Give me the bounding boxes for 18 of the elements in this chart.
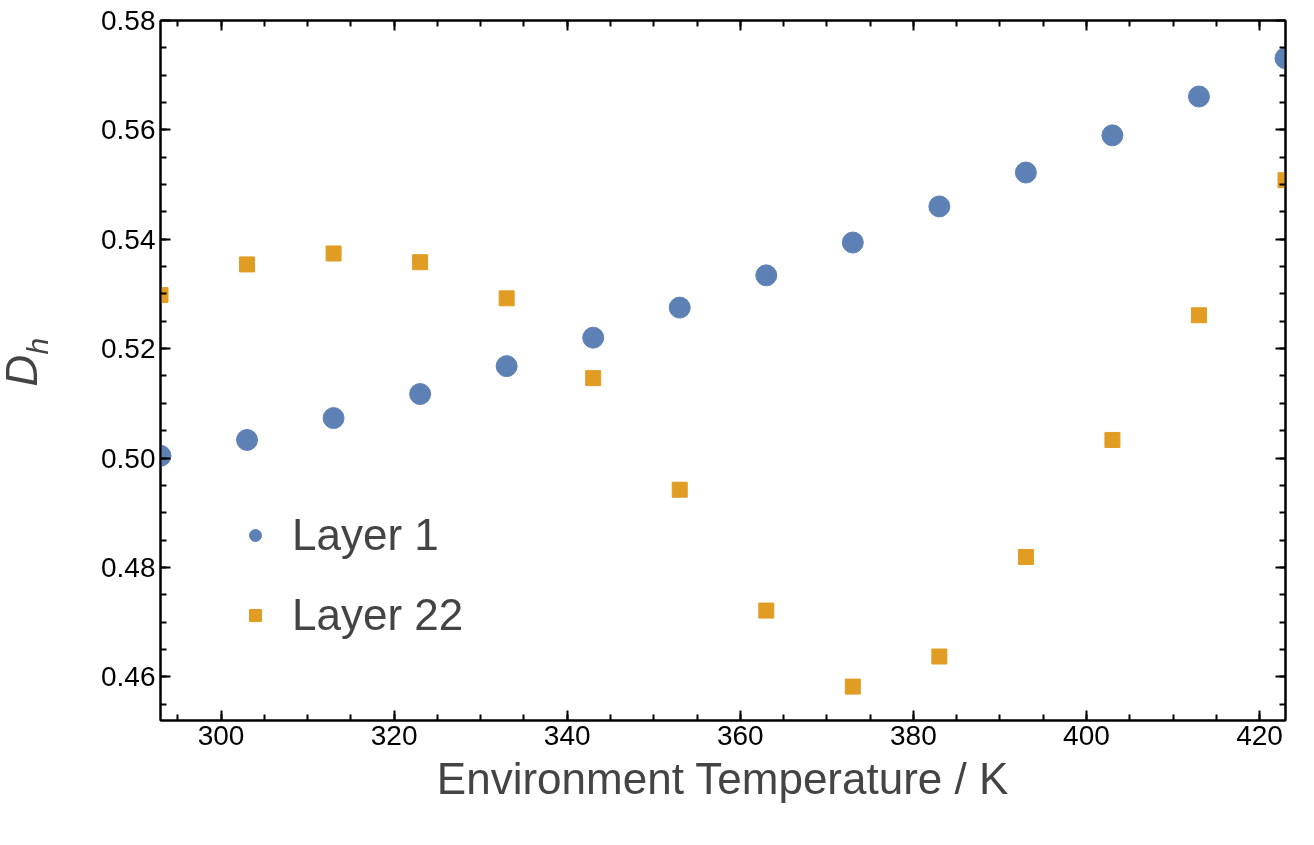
x-tick-label: 300 xyxy=(197,719,245,751)
x-axis-title: Environment Temperature / K xyxy=(436,753,1009,803)
x-tick-label: 360 xyxy=(716,719,764,751)
x-tick-label: 380 xyxy=(890,719,937,751)
y-axis-title: Dh xyxy=(0,337,54,387)
y-tick-label: 0.46 xyxy=(101,661,156,693)
y-tick-label: 0.52 xyxy=(101,333,156,365)
x-tick-label: 320 xyxy=(370,719,418,751)
legend-label: Layer 22 xyxy=(292,590,464,640)
legend-label: Layer 1 xyxy=(292,510,439,560)
x-tick-label: 340 xyxy=(543,719,591,751)
y-tick-label: 0.58 xyxy=(101,5,156,36)
x-tick-label: 420 xyxy=(1236,719,1283,751)
y-tick-label: 0.56 xyxy=(101,114,156,146)
x-tick-label: 400 xyxy=(1063,719,1110,751)
y-tick-label: 0.48 xyxy=(101,551,156,583)
y-tick-label: 0.54 xyxy=(101,223,156,255)
y-tick-label: 0.50 xyxy=(101,442,156,474)
